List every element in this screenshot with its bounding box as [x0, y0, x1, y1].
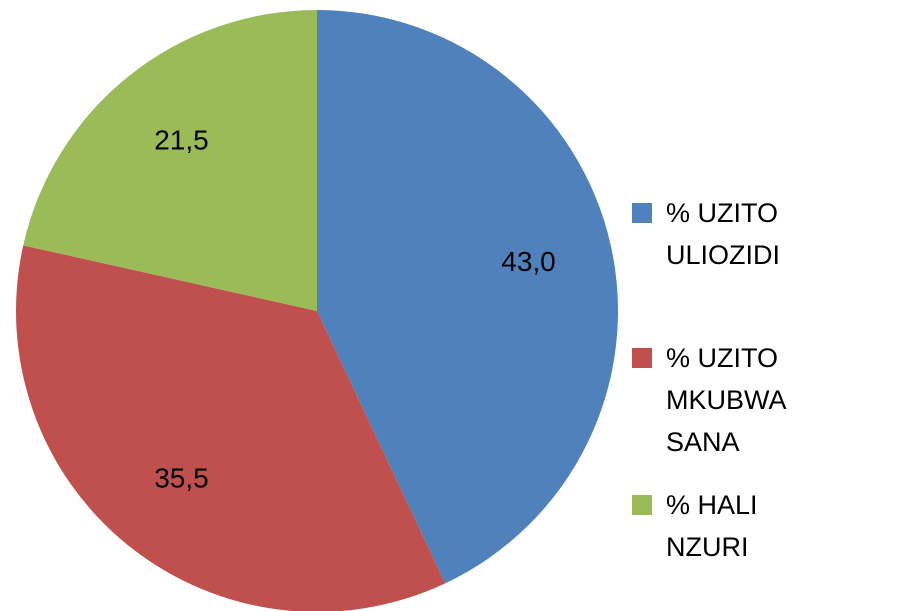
legend-entry: % UZITO ULIOZIDI: [632, 192, 842, 276]
legend-entry: % HALI NZURI: [632, 484, 842, 568]
data-label: 35,5: [154, 463, 209, 494]
pie-slice: [16, 245, 446, 611]
data-label: 43,0: [501, 246, 556, 277]
legend-swatch: [632, 495, 652, 515]
data-label: 21,5: [154, 124, 209, 155]
legend-label: % UZITO MKUBWA SANA: [666, 343, 786, 457]
pie-slice: [317, 10, 618, 584]
legend-label: % UZITO ULIOZIDI: [666, 198, 781, 270]
legend-swatch: [632, 348, 652, 368]
legend-swatch: [632, 203, 652, 223]
legend-label: % HALI NZURI: [666, 490, 758, 562]
pie-slice: [23, 10, 317, 311]
legend-entry: % UZITO MKUBWA SANA: [632, 337, 842, 463]
